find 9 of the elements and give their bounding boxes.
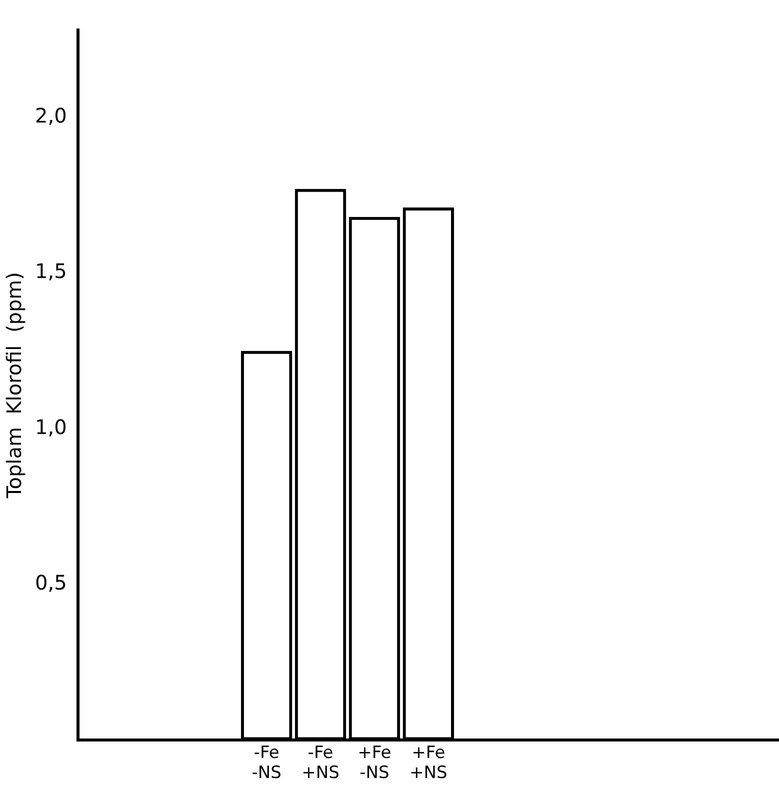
y-tick-label: 0,5 — [34, 570, 67, 595]
x-tick-label: -Fe -NS — [252, 742, 282, 784]
x-tick-label: +Fe -NS — [358, 742, 392, 784]
x-tick-label: -Fe +NS — [302, 742, 340, 784]
x-tick-label: +Fe +NS — [410, 742, 448, 784]
y-tick-label: 2,0 — [34, 103, 67, 128]
y-axis-title: Toplam Klorofil (ppm) — [2, 272, 26, 500]
y-tick-label: 1,5 — [34, 259, 67, 284]
y-tick-label: 1,0 — [34, 414, 67, 439]
